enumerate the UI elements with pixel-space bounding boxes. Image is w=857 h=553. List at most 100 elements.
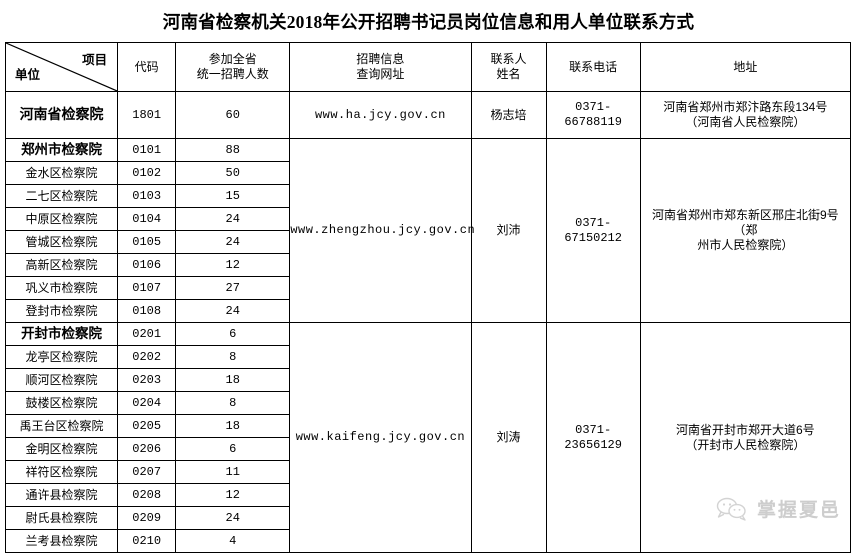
header-label-unit: 单位 bbox=[15, 68, 41, 83]
cell-unit-name: 通许县检察院 bbox=[4, 483, 119, 507]
table-row: 龙亭区检察院 0202 8 bbox=[4, 345, 851, 369]
cell-quota-count: 11 bbox=[175, 460, 291, 484]
cell-code: 0209 bbox=[117, 506, 177, 530]
cell-code: 0103 bbox=[117, 184, 177, 208]
cell-quota-count: 18 bbox=[175, 414, 291, 438]
cell-code: 0208 bbox=[117, 483, 177, 507]
header-cell-contact-name-line: 姓名 bbox=[496, 67, 521, 81]
cell-quota-count: 18 bbox=[175, 368, 291, 392]
table-row: 金明区检察院 0206 6 bbox=[4, 437, 851, 461]
table-row: 鼓楼区检察院 0204 8 bbox=[4, 391, 851, 415]
cell-quota-count: 8 bbox=[175, 391, 291, 415]
cell-quota-count: 88 bbox=[175, 138, 291, 162]
cell-website-url[interactable]: www.ha.jcy.gov.cn bbox=[289, 91, 472, 139]
cell-quota-count: 6 bbox=[175, 322, 291, 346]
cell-contact-name: 刘涛 bbox=[470, 322, 547, 553]
cell-code: 0203 bbox=[117, 368, 177, 392]
table-row: 禹王台区检察院 0205 18 bbox=[4, 414, 851, 438]
table-row: 高新区检察院 0106 12 bbox=[4, 253, 851, 277]
cell-code: 0105 bbox=[117, 230, 177, 254]
cell-unit-name: 开封市检察院 bbox=[4, 322, 119, 346]
table-row: 郑州市检察院 0101 88 www.zhengzhou.jcy.gov.cn 刘沛 03… bbox=[4, 138, 852, 323]
cell-quota-count: 15 bbox=[175, 184, 291, 208]
cell-unit-name: 顺河区检察院 bbox=[4, 368, 119, 392]
header-cell-contact-name: 联系人 姓名 bbox=[470, 42, 547, 92]
cell-unit-name: 郑州市检察院 bbox=[4, 138, 119, 162]
header-cell-quota-line: 参加全省 bbox=[208, 52, 257, 66]
cell-website-url[interactable]: www.kaifeng.jcy.gov.cn bbox=[289, 322, 472, 553]
cell-quota-count: 24 bbox=[175, 506, 291, 530]
header-cell-code-line: 代码 bbox=[134, 59, 159, 74]
cell-code: 0204 bbox=[117, 391, 177, 415]
cell-code: 1801 bbox=[117, 91, 177, 139]
header-cell-contact-name-line: 联系人 bbox=[490, 52, 527, 66]
cell-quota-count: 24 bbox=[175, 230, 291, 254]
page-title: 河南省检察机关2018年公开招聘书记员岗位信息和用人单位联系方式 bbox=[162, 12, 695, 32]
header-cell-phone-line: 联系电话 bbox=[569, 59, 618, 74]
header-cell-quota-line: 统一招聘人数 bbox=[196, 67, 269, 81]
cell-quota-count: 27 bbox=[175, 276, 291, 300]
table-row: 登封市检察院 0108 24 bbox=[4, 299, 851, 323]
cell-address-line: 河南省郑州市郑汴路东段134号 bbox=[663, 100, 828, 114]
table-row: 顺河区检察院 0203 18 bbox=[4, 368, 851, 392]
table-row: 开封市检察院 0201 6 www.kaifeng.jcy.gov.cn 刘涛 0371-… bbox=[4, 322, 852, 553]
cell-quota-count: 6 bbox=[175, 437, 291, 461]
cell-unit-name: 祥符区检察院 bbox=[4, 460, 119, 484]
table-header-row: 单位 项目 代码 参加全省 统一招聘人数 招聘信息 查询网址 联系人 姓名 联系电话 地址 bbox=[4, 42, 852, 92]
cell-quota-count: 12 bbox=[175, 483, 291, 507]
cell-code: 0101 bbox=[117, 138, 177, 162]
cell-unit-name: 兰考县检察院 bbox=[4, 529, 119, 553]
table-row: 二七区检察院 0103 15 bbox=[4, 184, 851, 208]
cell-unit-name: 尉氏县检察院 bbox=[4, 506, 119, 530]
cell-unit-name: 鼓楼区检察院 bbox=[4, 391, 119, 415]
cell-address: 河南省开封市郑开大道6号 （开封市人民检察院） bbox=[639, 322, 852, 553]
cell-quota-count: 8 bbox=[175, 345, 291, 369]
cell-code: 0104 bbox=[117, 207, 177, 231]
recruitment-table: 单位 项目 代码 参加全省 统一招聘人数 招聘信息 查询网址 联系人 姓名 联系电话 地址 河南省检察… bbox=[4, 42, 852, 553]
cell-code: 0106 bbox=[117, 253, 177, 277]
cell-address-line: 河南省开封市郑开大道6号 bbox=[676, 422, 815, 437]
cell-unit-name: 中原区检察院 bbox=[4, 207, 119, 231]
cell-unit-name: 登封市检察院 bbox=[4, 299, 119, 323]
header-cell-website: 招聘信息 查询网址 bbox=[289, 42, 472, 92]
cell-unit-name: 高新区检察院 bbox=[4, 253, 119, 277]
cell-quota-count: 4 bbox=[175, 529, 291, 553]
header-cell-address-line: 地址 bbox=[733, 59, 758, 74]
header-cell-website-line: 招聘信息 bbox=[356, 52, 405, 66]
cell-phone-number: 0371-66788119 bbox=[545, 91, 641, 139]
cell-phone-number: 0371-23656129 bbox=[545, 322, 641, 553]
header-cell-unit-item: 单位 项目 bbox=[4, 42, 119, 92]
cell-code: 0207 bbox=[117, 460, 177, 484]
header-cell-quota: 参加全省 统一招聘人数 bbox=[175, 42, 291, 92]
cell-unit-name: 河南省检察院 bbox=[4, 91, 119, 139]
cell-address-line: （开封市人民检察院） bbox=[685, 437, 806, 452]
cell-unit-name: 禹王台区检察院 bbox=[4, 414, 119, 438]
cell-quota-count: 24 bbox=[175, 207, 291, 231]
cell-phone-number: 0371-67150212 bbox=[545, 138, 641, 323]
cell-unit-name: 龙亭区检察院 bbox=[4, 345, 119, 369]
cell-website-url[interactable]: www.zhengzhou.jcy.gov.cn bbox=[289, 138, 475, 323]
cell-quota-count: 50 bbox=[175, 161, 291, 185]
cell-unit-name: 二七区检察院 bbox=[4, 184, 119, 208]
cell-code: 0201 bbox=[117, 322, 177, 346]
cell-quota-count: 24 bbox=[175, 299, 291, 323]
cell-code: 0108 bbox=[117, 299, 177, 323]
table-row: 管城区检察院 0105 24 bbox=[4, 230, 851, 254]
header-label-item: 项目 bbox=[82, 53, 108, 67]
cell-unit-name: 金水区检察院 bbox=[4, 161, 119, 185]
cell-address: 河南省郑州市郑东新区邢庄北街9号（郑 州市人民检察院） bbox=[639, 138, 852, 323]
cell-address-line: （河南省人民检察院） bbox=[685, 115, 806, 129]
cell-code: 0102 bbox=[117, 161, 177, 185]
cell-unit-name: 巩义市检察院 bbox=[4, 276, 119, 300]
cell-code: 0205 bbox=[117, 414, 177, 438]
cell-address-line: 河南省郑州市郑东新区邢庄北街9号（郑 bbox=[652, 208, 839, 237]
cell-address: 河南省郑州市郑汴路东段134号 （河南省人民检察院） bbox=[639, 91, 852, 139]
header-cell-code: 代码 bbox=[117, 42, 177, 92]
cell-code: 0202 bbox=[117, 345, 177, 369]
cell-address-line: 州市人民检察院） bbox=[697, 238, 794, 252]
cell-unit-name: 金明区检察院 bbox=[4, 437, 119, 461]
cell-code: 0206 bbox=[117, 437, 177, 461]
cell-quota-count: 60 bbox=[175, 91, 291, 139]
cell-quota-count: 12 bbox=[175, 253, 291, 277]
cell-code: 0107 bbox=[117, 276, 177, 300]
